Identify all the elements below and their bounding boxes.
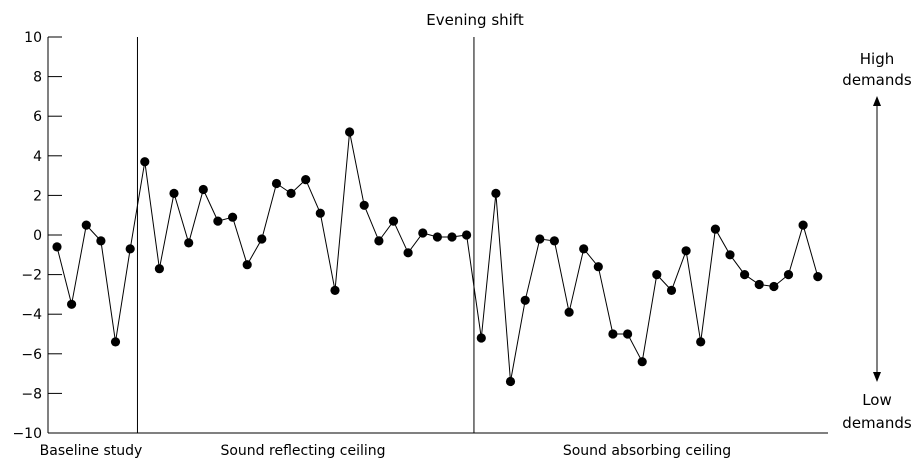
data-point [140,157,150,167]
data-point [242,260,252,270]
data-point [681,246,691,256]
data-point [81,220,91,230]
data-point [623,329,633,339]
data-point [637,357,647,367]
chart-title: Evening shift [426,11,524,29]
data-point [154,264,164,274]
phase-label: Sound absorbing ceiling [563,443,731,459]
data-point [228,212,238,222]
data-point [330,285,340,295]
data-point [798,220,808,230]
data-point [96,236,106,246]
data-point [491,188,501,198]
arrow-down-icon [873,372,881,382]
data-point [769,281,779,292]
y-tick-label: 6 [33,109,42,125]
data-point [67,299,77,309]
data-point [271,178,282,189]
data-point [725,250,735,260]
phase-separators [136,37,475,433]
data-point [476,333,486,343]
data-point [549,236,560,246]
demand-annotation: High demands Low demands [842,50,912,432]
data-point [169,188,179,198]
data-point [388,216,399,226]
data-point [447,232,457,242]
phase-label: Baseline study [40,443,143,459]
data-point [374,236,384,246]
y-tick-label: 0 [33,228,42,244]
data-point [579,244,589,254]
data-point [710,224,721,234]
data-points [52,127,823,387]
data-point [286,188,296,198]
data-point [301,175,311,185]
data-point [52,242,62,252]
data-point [783,270,794,280]
data-point [813,272,823,282]
data-point [359,200,369,210]
phase-labels: Baseline study Sound reflecting ceiling So… [40,443,731,459]
data-point [432,232,442,242]
data-point [198,184,208,195]
data-point [403,248,413,258]
data-point [418,228,428,238]
data-point [125,244,135,254]
data-point [315,208,325,218]
y-axis-ticks: 10 8 6 4 2 0 −2 −4 −6 −8 −10 [12,30,62,442]
y-tick-label: 8 [33,70,42,86]
y-tick-label: −8 [21,386,42,402]
y-tick-label: 2 [33,188,42,204]
y-tick-label: −10 [12,426,42,442]
high-label-line1: High [860,50,894,68]
high-label-line2: demands [842,71,912,89]
y-tick-label: −6 [21,347,42,363]
data-point [520,295,530,305]
data-point [535,234,545,244]
data-point [666,285,677,295]
y-tick-label: −2 [21,268,42,284]
data-point [652,270,662,280]
data-point [740,270,750,280]
data-point [593,262,603,272]
data-point [257,234,267,244]
low-label-line2: demands [842,414,912,432]
data-point [184,238,194,248]
data-point [608,329,618,339]
y-tick-label: 10 [24,30,42,46]
data-point [213,216,223,226]
y-tick-label: −4 [21,307,42,323]
data-point [345,127,355,137]
arrow-up-icon [873,96,881,106]
data-point [754,279,764,290]
phase-label: Sound reflecting ceiling [220,443,385,459]
data-point [110,337,121,347]
data-point [462,230,472,240]
low-label-line1: Low [862,391,892,409]
data-point [696,337,706,347]
data-point [505,376,516,387]
y-tick-label: 4 [33,149,42,165]
data-point [564,307,574,317]
